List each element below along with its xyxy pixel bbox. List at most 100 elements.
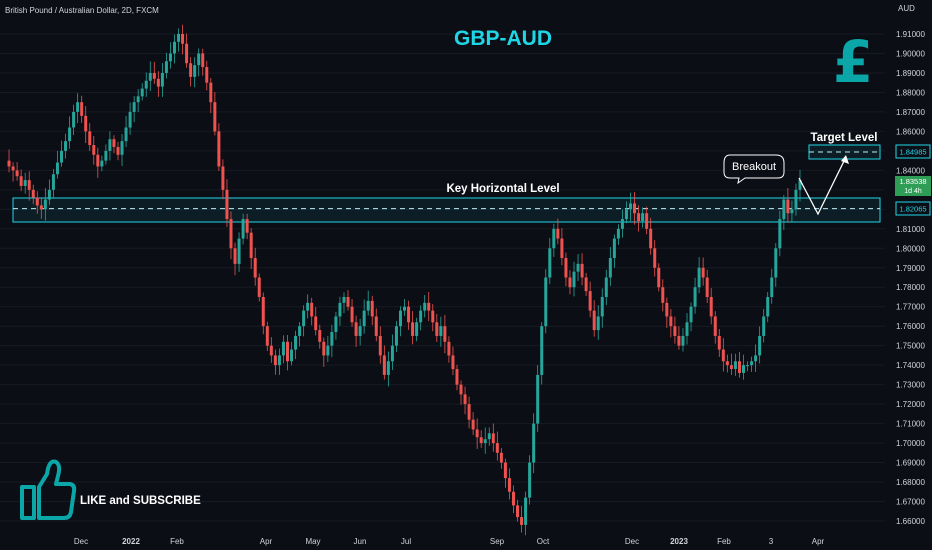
candle bbox=[568, 270, 572, 295]
candle bbox=[330, 324, 334, 358]
time-tick-label: Dec bbox=[74, 537, 88, 546]
svg-text:1d 4h: 1d 4h bbox=[904, 188, 922, 195]
price-tick-label: 1.90000 bbox=[896, 49, 925, 58]
candle bbox=[447, 336, 451, 363]
candle bbox=[229, 211, 233, 260]
price-tick-label: 1.79000 bbox=[896, 264, 925, 273]
breakout-callout bbox=[723, 154, 785, 185]
candle bbox=[261, 292, 265, 335]
price-tick-label: 1.69000 bbox=[896, 459, 925, 468]
candle bbox=[681, 328, 685, 352]
candle bbox=[253, 247, 257, 286]
candle bbox=[233, 242, 237, 276]
candle bbox=[467, 396, 471, 429]
candle bbox=[637, 205, 641, 232]
candle bbox=[516, 499, 520, 522]
candle bbox=[713, 311, 717, 344]
candle bbox=[35, 191, 39, 214]
candle bbox=[370, 295, 374, 326]
candle bbox=[346, 290, 350, 311]
time-tick-label: 3 bbox=[769, 537, 774, 546]
candle bbox=[705, 269, 709, 304]
candle bbox=[108, 131, 112, 161]
time-tick-label: Dec bbox=[625, 537, 639, 546]
candle bbox=[499, 448, 503, 469]
candle bbox=[532, 413, 536, 474]
candle bbox=[362, 299, 366, 334]
candle bbox=[237, 232, 241, 272]
candle bbox=[798, 170, 802, 202]
candle bbox=[374, 308, 378, 342]
candle bbox=[144, 72, 148, 97]
candle bbox=[770, 268, 774, 304]
candle bbox=[564, 252, 568, 287]
candle bbox=[378, 326, 382, 364]
candle bbox=[350, 299, 354, 327]
candle bbox=[160, 63, 164, 97]
candle bbox=[177, 28, 181, 52]
candle bbox=[398, 306, 402, 337]
candle bbox=[794, 183, 798, 216]
candle bbox=[322, 337, 326, 367]
candle bbox=[213, 91, 217, 136]
candle bbox=[592, 300, 596, 337]
candle bbox=[778, 210, 782, 257]
candle bbox=[548, 238, 552, 285]
candle bbox=[649, 217, 653, 255]
candle bbox=[431, 304, 435, 332]
price-tick-label: 1.68000 bbox=[896, 478, 925, 487]
candle bbox=[629, 192, 633, 221]
candle bbox=[72, 104, 76, 136]
target-price-tag: 1.84985 bbox=[895, 144, 931, 159]
candle bbox=[172, 34, 176, 64]
candle bbox=[277, 348, 281, 375]
candle bbox=[285, 335, 289, 371]
candle bbox=[746, 361, 750, 372]
price-tick-label: 1.78000 bbox=[896, 283, 925, 292]
candle bbox=[604, 269, 608, 306]
time-tick-label: Sep bbox=[490, 537, 505, 546]
candle bbox=[737, 351, 741, 378]
candle bbox=[116, 141, 120, 161]
candle bbox=[55, 150, 59, 179]
candle bbox=[439, 316, 443, 347]
candle bbox=[528, 455, 532, 505]
candle bbox=[205, 60, 209, 91]
candle bbox=[645, 206, 649, 235]
candle bbox=[455, 364, 459, 391]
time-tick-label: Feb bbox=[170, 537, 184, 546]
candle bbox=[390, 334, 394, 371]
candle bbox=[326, 336, 330, 362]
candle bbox=[612, 234, 616, 268]
candle bbox=[334, 311, 338, 340]
candle bbox=[661, 279, 665, 312]
time-tick-label: Feb bbox=[717, 537, 731, 546]
candle bbox=[302, 305, 306, 337]
candle bbox=[423, 295, 427, 318]
candle bbox=[483, 427, 487, 454]
candle bbox=[596, 305, 600, 340]
candle bbox=[225, 179, 229, 228]
candle bbox=[281, 335, 285, 364]
price-tick-label: 1.91000 bbox=[896, 30, 925, 39]
candle bbox=[766, 292, 770, 323]
candle bbox=[717, 329, 721, 357]
price-tick-label: 1.73000 bbox=[896, 381, 925, 390]
candle bbox=[435, 313, 439, 342]
candle bbox=[64, 133, 68, 159]
pound-icon: £ bbox=[833, 28, 873, 96]
candle bbox=[552, 223, 556, 257]
candle bbox=[164, 52, 168, 79]
grid bbox=[0, 33, 885, 522]
candle bbox=[511, 485, 515, 514]
time-tick-label: Jun bbox=[354, 537, 367, 546]
candle bbox=[7, 149, 11, 173]
candle bbox=[786, 188, 790, 223]
candle bbox=[23, 172, 27, 194]
key-price-tag: 1.82065 bbox=[895, 201, 931, 216]
svg-text:1.83538: 1.83538 bbox=[899, 177, 926, 186]
thumbs-up-icon[interactable] bbox=[20, 459, 77, 520]
price-tick-label: 1.66000 bbox=[896, 517, 925, 526]
like-subscribe-text[interactable]: LIKE and SUBSCRIBE bbox=[80, 495, 201, 507]
